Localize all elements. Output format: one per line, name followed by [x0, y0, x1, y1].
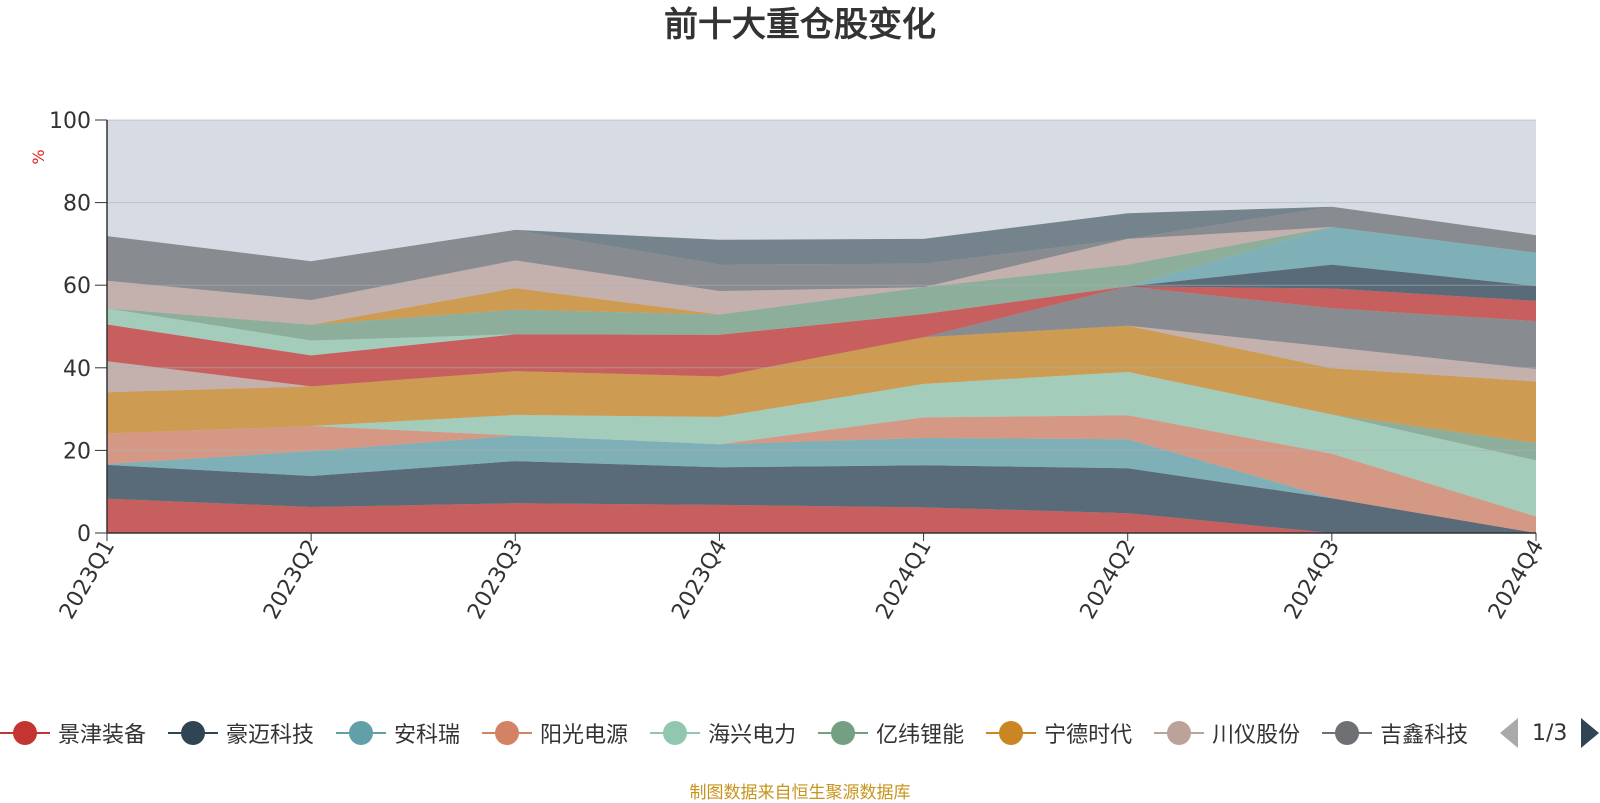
legend-label: 海兴电力 [708, 723, 797, 748]
area-series-15 [107, 227, 1536, 325]
legend-label: 阳光电源 [540, 723, 629, 748]
x-tick-label: 2024Q1 [871, 536, 936, 624]
area-series-9 [107, 286, 1536, 387]
x-tick-label: 2023Q2 [259, 536, 324, 624]
y-tick-label: 60 [63, 274, 91, 299]
legend-marker-icon [0, 721, 50, 745]
x-tick-label: 2024Q4 [1484, 536, 1549, 624]
y-axis-label: % [29, 149, 48, 164]
legend-pager: 1/3 [1500, 713, 1600, 753]
legend: 景津装备 豪迈科技 安科瑞 阳光电源 海兴电力 亿纬锂能 宁德时代 川仪股份 吉鑫科技 1/3 [0, 713, 1600, 753]
area-series-4 [107, 415, 1536, 533]
area-series-8 [107, 325, 1536, 393]
legend-items: 景津装备 豪迈科技 安科瑞 阳光电源 海兴电力 亿纬锂能 宁德时代 川仪股份 吉鑫科技 [0, 713, 1482, 753]
area-series-16 [107, 227, 1536, 325]
legend-label: 宁德时代 [1044, 723, 1133, 748]
legend-label: 亿纬锂能 [876, 723, 965, 748]
y-tick-label: 80 [63, 192, 91, 217]
area-series-17 [107, 206, 1536, 301]
legend-marker-icon [1154, 721, 1205, 745]
legend-item[interactable]: 吉鑫科技 [1322, 713, 1468, 753]
legend-marker-icon [818, 721, 869, 745]
stacked-area-chart: 0 20 40 60 80 100% 2023Q1 2023Q2 2023Q3 2023Q4 202… [29, 109, 1549, 624]
legend-prev-page-icon[interactable] [1500, 718, 1518, 748]
area-series-3 [107, 435, 1536, 533]
legend-item[interactable]: 川仪股份 [1154, 713, 1300, 753]
legend-label: 安科瑞 [394, 723, 461, 748]
legend-item[interactable]: 宁德时代 [986, 713, 1132, 753]
legend-label: 川仪股份 [1212, 723, 1301, 748]
legend-marker-icon [1322, 721, 1373, 745]
legend-marker-icon [168, 721, 219, 745]
legend-item[interactable]: 安科瑞 [336, 713, 460, 753]
chart-title: 前十大重仓股变化 [664, 5, 936, 45]
area-series-12 [107, 227, 1536, 356]
legend-item[interactable]: 景津装备 [0, 713, 146, 753]
area-series-13 [107, 227, 1536, 356]
legend-marker-icon [650, 721, 701, 745]
legend-label: 景津装备 [58, 723, 147, 748]
legend-page-indicator: 1/3 [1532, 720, 1568, 746]
source-note: 制图数据来自恒生聚源数据库 [689, 783, 911, 803]
legend-label: 吉鑫科技 [1380, 723, 1469, 748]
legend-next-page-icon[interactable] [1581, 718, 1600, 748]
x-tick-label: 2024Q2 [1076, 536, 1141, 624]
area-series-1 [107, 498, 1536, 533]
x-tick-label: 2023Q3 [463, 536, 528, 624]
x-tick-label: 2024Q3 [1280, 536, 1345, 624]
x-tick-label: 2023Q1 [55, 536, 120, 624]
x-tick-label: 2023Q4 [667, 536, 732, 624]
legend-item[interactable]: 豪迈科技 [168, 713, 314, 753]
legend-marker-icon [336, 721, 387, 745]
legend-marker-icon [482, 721, 533, 745]
legend-item[interactable]: 海兴电力 [650, 713, 796, 753]
y-tick-label: 40 [63, 357, 91, 382]
legend-item[interactable]: 阳光电源 [482, 713, 628, 753]
y-tick-label: 100 [49, 109, 91, 134]
y-tick-label: 20 [63, 439, 91, 464]
legend-label: 豪迈科技 [226, 723, 315, 748]
y-tick-label: 0 [77, 522, 91, 547]
area-series-5 [107, 371, 1536, 517]
area-series-18 [107, 206, 1536, 265]
legend-marker-icon [986, 721, 1037, 745]
legend-item[interactable]: 亿纬锂能 [818, 713, 964, 753]
area-series-14 [107, 227, 1536, 341]
area-series-7 [107, 325, 1536, 443]
area-series-10 [107, 286, 1536, 387]
area-series-11 [107, 264, 1536, 356]
area-series-2 [107, 461, 1536, 533]
